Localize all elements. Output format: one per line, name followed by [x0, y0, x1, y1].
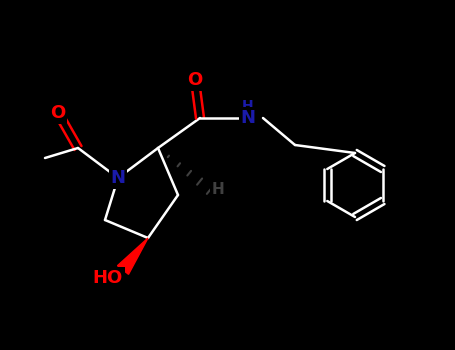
Text: N: N [111, 169, 126, 187]
Text: O: O [187, 71, 202, 89]
Text: O: O [51, 104, 66, 122]
Text: H: H [242, 99, 254, 113]
Text: H: H [212, 182, 224, 197]
Text: N: N [241, 109, 256, 127]
Polygon shape [117, 238, 148, 274]
Text: HO: HO [93, 269, 123, 287]
